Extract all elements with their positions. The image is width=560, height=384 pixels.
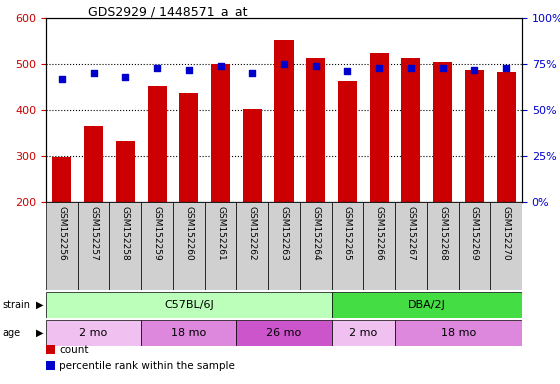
- Bar: [338, 81, 357, 202]
- Bar: [52, 157, 71, 202]
- Point: [152, 65, 161, 71]
- Bar: [242, 109, 262, 202]
- Bar: [490, 202, 522, 290]
- Bar: [236, 202, 268, 290]
- Bar: [236, 320, 332, 346]
- Bar: [46, 320, 141, 346]
- Text: GSM152267: GSM152267: [407, 207, 416, 261]
- Bar: [84, 126, 103, 202]
- Text: GSM152265: GSM152265: [343, 207, 352, 261]
- Text: 18 mo: 18 mo: [171, 328, 207, 338]
- Point: [57, 76, 66, 82]
- Bar: [433, 62, 452, 202]
- Bar: [395, 320, 522, 346]
- Text: ▶: ▶: [36, 300, 44, 310]
- Text: GDS2929 / 1448571_a_at: GDS2929 / 1448571_a_at: [88, 5, 248, 18]
- Text: DBA/2J: DBA/2J: [408, 300, 446, 310]
- Point: [279, 61, 288, 67]
- Text: GSM152262: GSM152262: [248, 207, 257, 261]
- Text: GSM152263: GSM152263: [279, 207, 288, 261]
- Bar: [370, 53, 389, 202]
- Text: ▶: ▶: [36, 328, 44, 338]
- Text: GSM152259: GSM152259: [152, 207, 162, 261]
- Text: 2 mo: 2 mo: [349, 328, 377, 338]
- Point: [502, 65, 511, 71]
- Bar: [268, 202, 300, 290]
- Text: GSM152260: GSM152260: [184, 207, 193, 261]
- Point: [375, 65, 384, 71]
- Text: 18 mo: 18 mo: [441, 328, 476, 338]
- Text: GSM152256: GSM152256: [57, 207, 67, 261]
- Text: GSM152257: GSM152257: [89, 207, 98, 261]
- Text: age: age: [2, 328, 20, 338]
- Text: 2 mo: 2 mo: [80, 328, 108, 338]
- Point: [216, 63, 225, 69]
- Text: GSM152264: GSM152264: [311, 207, 320, 261]
- Point: [248, 70, 256, 76]
- Bar: [179, 93, 198, 202]
- Text: C57BL/6J: C57BL/6J: [164, 300, 214, 310]
- Point: [470, 66, 479, 73]
- Point: [121, 74, 130, 80]
- Bar: [141, 202, 173, 290]
- Text: GSM152269: GSM152269: [470, 207, 479, 261]
- Bar: [173, 202, 204, 290]
- Bar: [109, 202, 141, 290]
- Point: [184, 66, 193, 73]
- Bar: [116, 141, 135, 202]
- Text: GSM152261: GSM152261: [216, 207, 225, 261]
- Text: 26 mo: 26 mo: [267, 328, 302, 338]
- Bar: [332, 292, 522, 318]
- Bar: [274, 40, 293, 202]
- Bar: [402, 58, 421, 202]
- Text: strain: strain: [2, 300, 30, 310]
- Point: [407, 65, 416, 71]
- Bar: [306, 58, 325, 202]
- Text: GSM152266: GSM152266: [375, 207, 384, 261]
- Text: GSM152270: GSM152270: [502, 207, 511, 261]
- Bar: [204, 202, 236, 290]
- Bar: [497, 72, 516, 202]
- Bar: [147, 86, 166, 202]
- Bar: [465, 70, 484, 202]
- Text: GSM152258: GSM152258: [121, 207, 130, 261]
- Bar: [332, 320, 395, 346]
- Bar: [300, 202, 332, 290]
- Bar: [211, 64, 230, 202]
- Text: GSM152268: GSM152268: [438, 207, 447, 261]
- Text: percentile rank within the sample: percentile rank within the sample: [59, 361, 235, 371]
- Bar: [459, 202, 490, 290]
- Text: count: count: [59, 345, 88, 355]
- Bar: [46, 292, 332, 318]
- Point: [343, 68, 352, 74]
- Bar: [78, 202, 109, 290]
- Point: [89, 70, 98, 76]
- Bar: [363, 202, 395, 290]
- Point: [438, 65, 447, 71]
- Bar: [395, 202, 427, 290]
- Bar: [141, 320, 236, 346]
- Bar: [46, 202, 78, 290]
- Bar: [332, 202, 363, 290]
- Bar: [427, 202, 459, 290]
- Point: [311, 63, 320, 69]
